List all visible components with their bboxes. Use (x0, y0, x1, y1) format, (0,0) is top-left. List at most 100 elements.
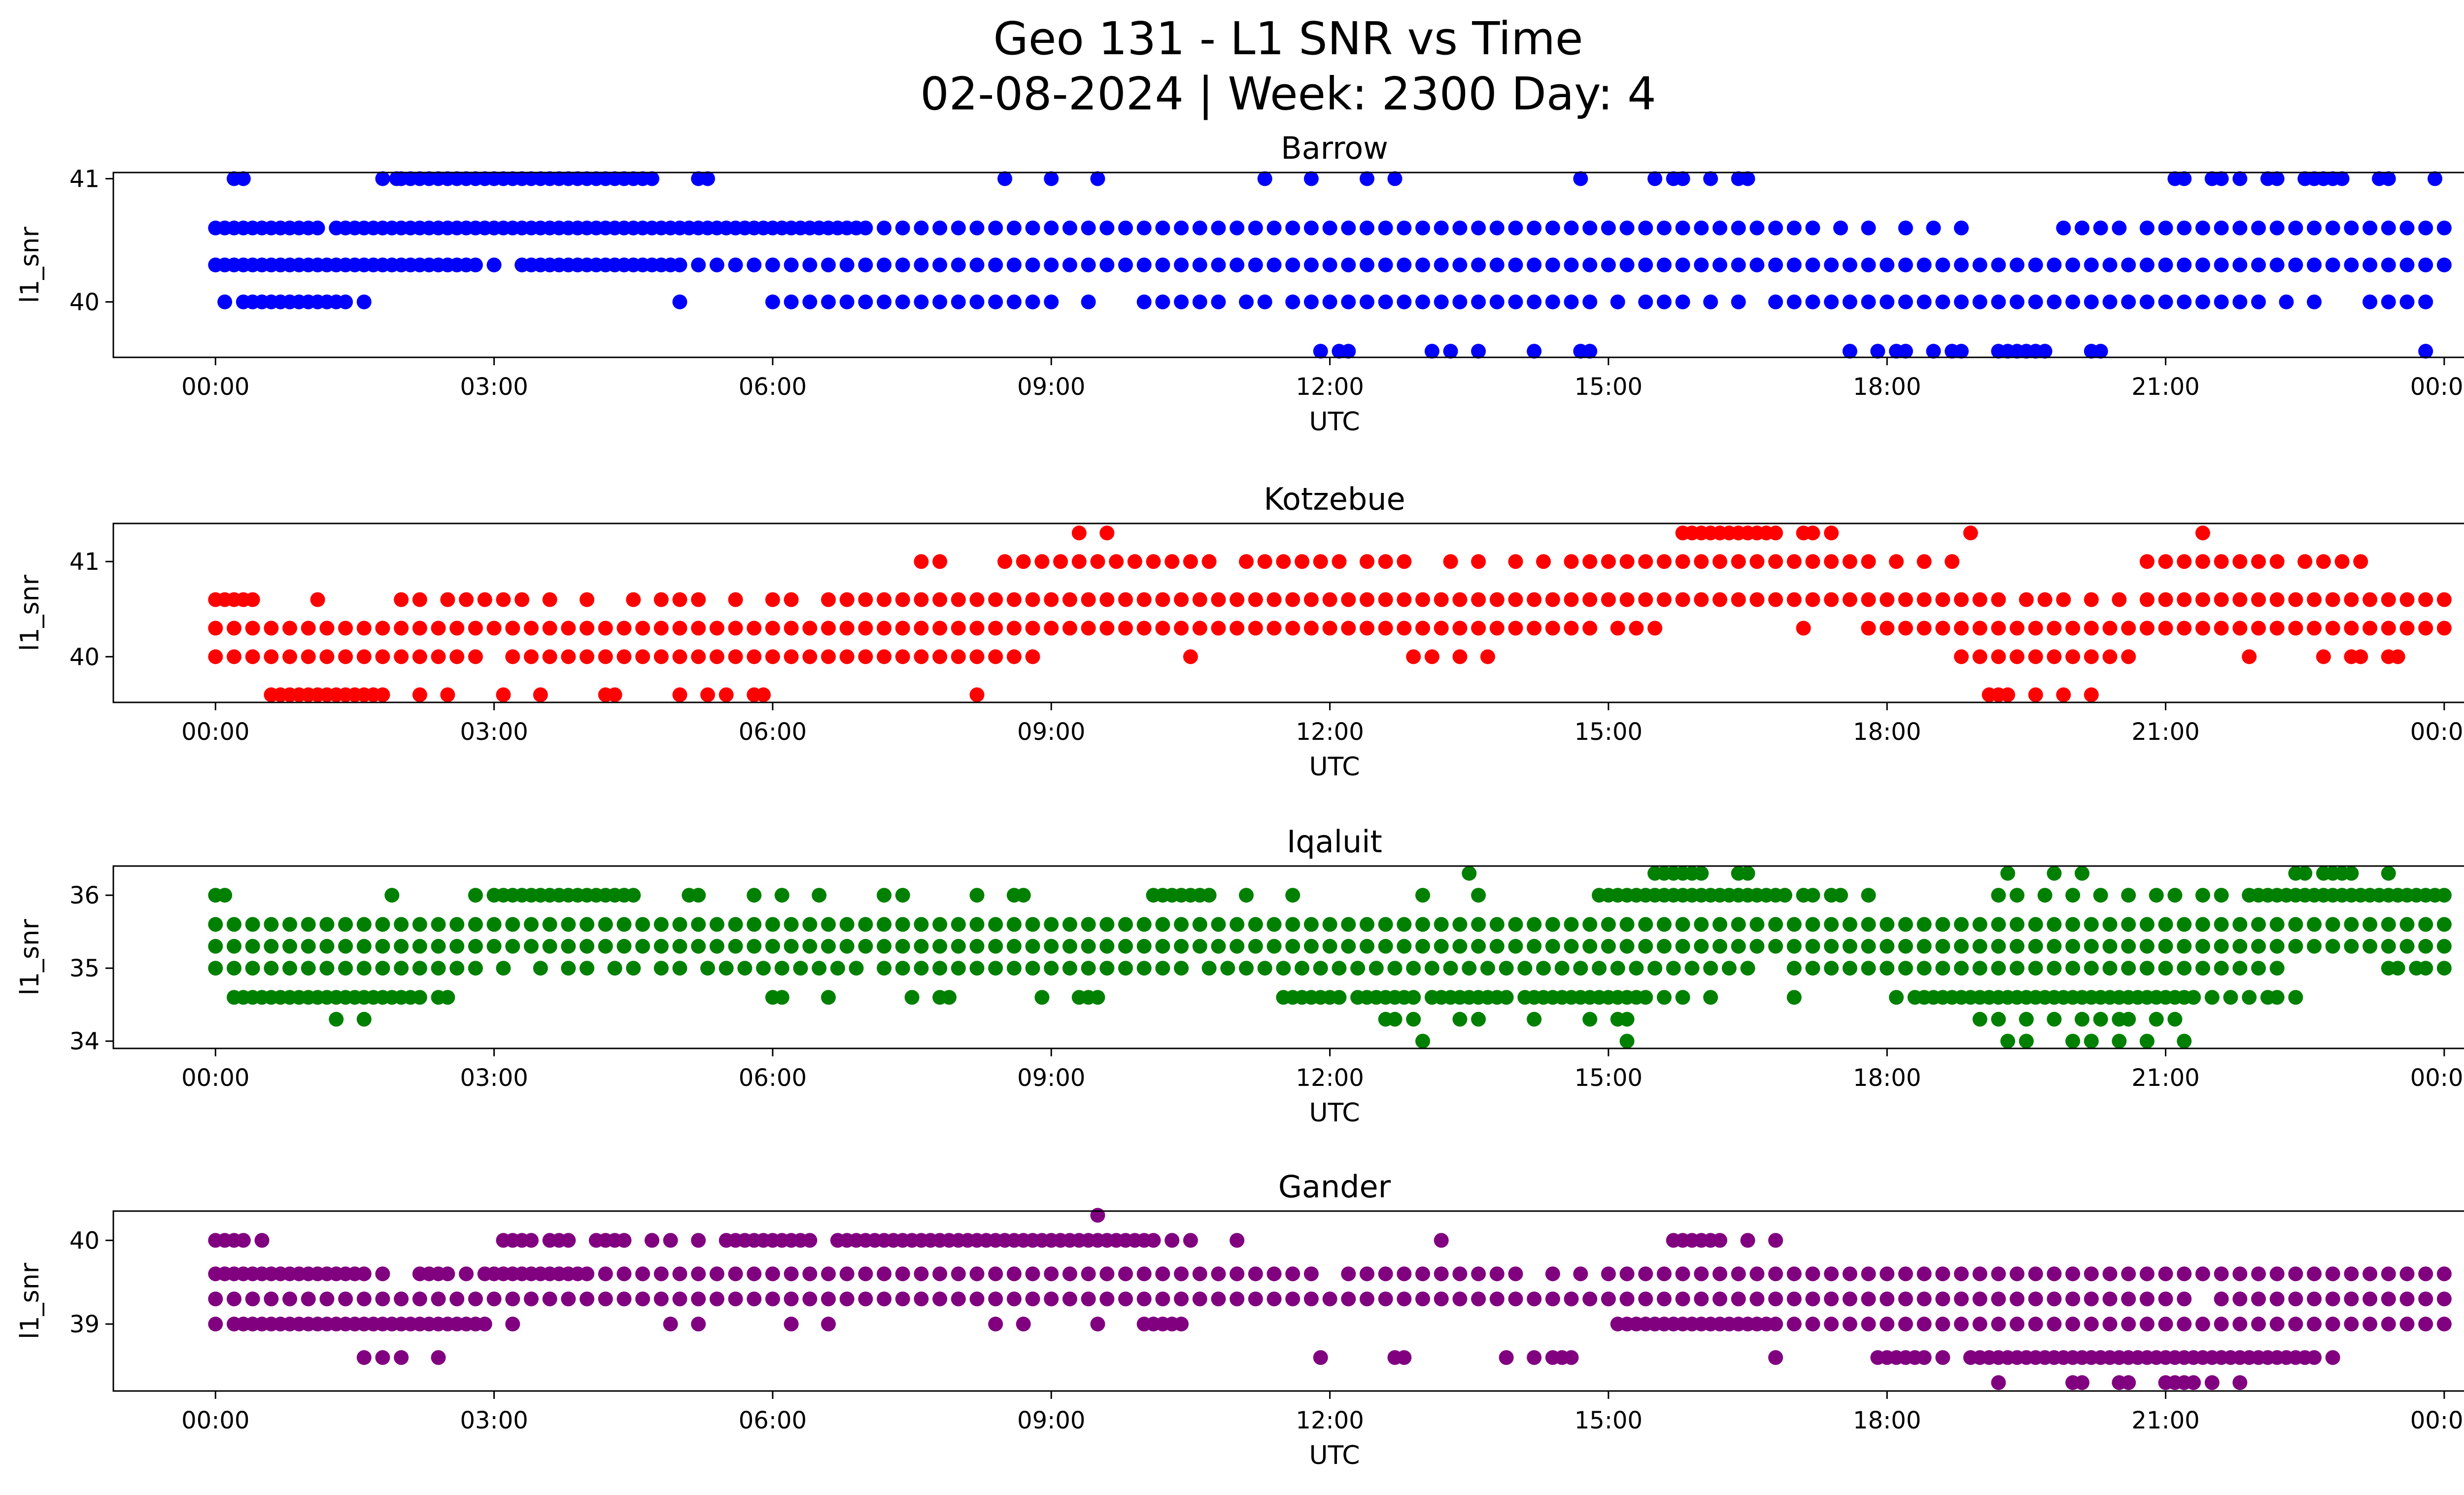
data-point (2325, 917, 2340, 932)
data-point (1062, 1266, 1077, 1282)
data-point (1192, 592, 1207, 607)
data-point (1953, 294, 1969, 310)
data-point (774, 961, 789, 976)
scatter-series (208, 525, 2452, 702)
data-point (2177, 294, 2192, 310)
data-point (2084, 1291, 2099, 1307)
data-point (2074, 220, 2089, 236)
data-point (1266, 1266, 1282, 1282)
data-point (1230, 220, 1245, 236)
x-tick-label: 06:00 (739, 373, 807, 401)
data-point (1081, 592, 1096, 607)
data-point (2418, 592, 2433, 607)
data-point (1322, 917, 1337, 932)
data-point (542, 592, 557, 607)
data-point (1861, 294, 1876, 310)
data-point (858, 1266, 873, 1282)
x-tick-label: 21:00 (2131, 1064, 2199, 1092)
x-tick-label: 03:00 (460, 1064, 528, 1092)
data-point (2325, 257, 2340, 273)
data-point (1155, 1266, 1170, 1282)
data-point (700, 171, 716, 186)
data-point (1136, 1266, 1152, 1282)
data-point (412, 649, 427, 664)
y-tick-label: 40 (69, 289, 100, 316)
data-point (412, 939, 427, 954)
data-point (1434, 1266, 1449, 1282)
data-point (747, 257, 762, 273)
data-point (626, 888, 641, 903)
data-point (2037, 344, 2053, 359)
x-tick-label: 06:00 (739, 1407, 807, 1434)
data-point (691, 917, 706, 932)
data-point (2177, 1034, 2192, 1049)
data-point (895, 592, 910, 607)
data-point (1675, 294, 1690, 310)
data-point (1295, 961, 1310, 976)
data-point (653, 621, 669, 636)
data-point (1044, 621, 1059, 636)
data-point (2177, 1317, 2192, 1332)
data-point (2204, 1375, 2220, 1391)
data-point (877, 1291, 892, 1307)
data-point (1248, 917, 1263, 932)
data-point (459, 592, 474, 607)
data-point (2307, 939, 2322, 954)
data-point (580, 649, 595, 664)
data-point (505, 939, 520, 954)
data-point (2195, 220, 2210, 236)
data-point (1629, 621, 1644, 636)
data-point (765, 1291, 780, 1307)
data-point (1155, 939, 1170, 954)
data-point (1081, 220, 1096, 236)
data-point (2195, 939, 2210, 954)
data-point (2344, 1291, 2359, 1307)
data-point (282, 1291, 298, 1307)
data-point (2047, 1317, 2062, 1332)
data-point (1889, 990, 1904, 1005)
data-point (1266, 257, 1282, 273)
data-point (2177, 1266, 2192, 1282)
data-point (747, 888, 762, 903)
data-point (1786, 1266, 1802, 1282)
data-point (821, 1266, 836, 1282)
data-point (1452, 621, 1468, 636)
data-point (1805, 917, 1820, 932)
data-point (1601, 1266, 1616, 1282)
data-point (1025, 592, 1040, 607)
data-point (969, 961, 985, 976)
data-point (1183, 649, 1198, 664)
x-axis-label: UTC (1309, 407, 1360, 437)
data-point (1081, 257, 1096, 273)
data-point (1833, 220, 1848, 236)
data-point (580, 1266, 595, 1282)
data-point (1359, 621, 1374, 636)
data-point (1248, 257, 1263, 273)
data-point (765, 649, 780, 664)
data-point (747, 1266, 762, 1282)
data-point (802, 939, 818, 954)
data-point (2167, 888, 2183, 903)
data-point (747, 1291, 762, 1307)
data-point (1619, 592, 1635, 607)
data-point (505, 1291, 520, 1307)
data-point (2047, 866, 2062, 881)
data-point (839, 1291, 855, 1307)
data-point (821, 257, 836, 273)
data-point (969, 257, 985, 273)
data-point (2381, 917, 2396, 932)
data-point (858, 592, 873, 607)
data-point (1471, 1011, 1486, 1027)
data-point (2028, 294, 2043, 310)
data-point (2177, 171, 2192, 186)
data-point (616, 1266, 632, 1282)
data-point (2251, 1317, 2266, 1332)
data-point (1415, 294, 1431, 310)
x-tick-label: 00:00 (181, 718, 249, 746)
data-point (1601, 917, 1616, 932)
data-point (988, 592, 1003, 607)
data-point (1935, 939, 1951, 954)
data-point (356, 1266, 372, 1282)
data-point (2418, 621, 2433, 636)
data-point (1824, 554, 1839, 569)
